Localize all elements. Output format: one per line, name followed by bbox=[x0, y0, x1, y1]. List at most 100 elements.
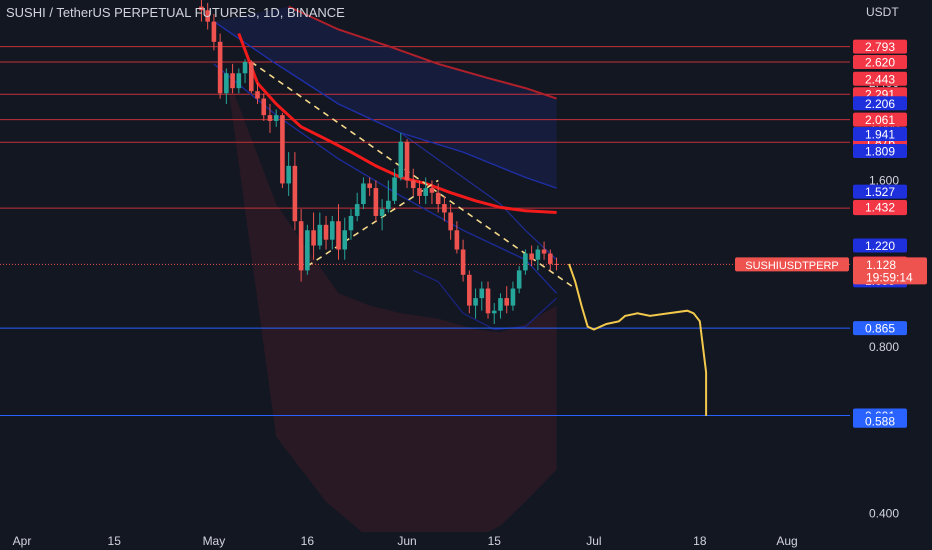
candle-body-13 bbox=[280, 115, 285, 184]
ma-red-line bbox=[237, 32, 557, 214]
candle-body-23 bbox=[342, 230, 348, 250]
candle-body-50 bbox=[510, 288, 516, 306]
price-tag-6-text: 1.220 bbox=[865, 239, 895, 253]
inner-band-line bbox=[400, 132, 558, 261]
candle-body-15 bbox=[292, 165, 298, 222]
price-tag-3-bg bbox=[853, 143, 907, 158]
level-tag-0-bg bbox=[853, 39, 907, 54]
countdown-text: 19:59:14 bbox=[866, 270, 913, 284]
candle-body-56 bbox=[548, 253, 553, 264]
candle-body-55 bbox=[541, 249, 547, 254]
symbol-tag-bg bbox=[735, 257, 849, 272]
candle-body-1 bbox=[205, 10, 210, 22]
candle-body-10 bbox=[261, 98, 267, 116]
candle-body-52 bbox=[523, 253, 528, 271]
price-tag-2-text: 1.941 bbox=[865, 128, 895, 142]
candle-body-25 bbox=[354, 204, 360, 216]
time-tick-0: Apr bbox=[13, 534, 32, 548]
price-tag-4-bg bbox=[853, 184, 907, 199]
price-tag-4-text: 1.527 bbox=[865, 185, 895, 199]
candle-body-9 bbox=[255, 91, 260, 99]
candle-body-39 bbox=[442, 204, 447, 213]
time-tick-2: May bbox=[203, 534, 226, 548]
last-price-tag-bg bbox=[853, 257, 927, 285]
price-tag-5-text: 1.432 bbox=[865, 201, 895, 215]
time-tick-3: 16 bbox=[301, 534, 315, 548]
last-price-tag-text: 1.128 bbox=[866, 258, 896, 272]
price-tick-3: 0.800 bbox=[869, 340, 899, 354]
level-tag-3-text: 2.061 bbox=[865, 113, 895, 127]
candle-body-5 bbox=[230, 73, 235, 89]
candle-body-45 bbox=[479, 288, 485, 299]
level-tag-0-text: 2.793 bbox=[865, 40, 895, 54]
candle-body-0 bbox=[199, 6, 204, 11]
candle-body-53 bbox=[529, 253, 534, 260]
price-tag-0-text: 2.443 bbox=[865, 72, 895, 86]
level-tag-6-text: 0.865 bbox=[865, 322, 895, 336]
price-tag-6-bg bbox=[853, 238, 907, 253]
price-tags: 2.7932.6202.2912.0611.8761.4260.8650.601… bbox=[735, 39, 927, 428]
candle-body-30 bbox=[386, 200, 391, 210]
price-tag-1-bg bbox=[853, 96, 907, 111]
candle-body-3 bbox=[217, 41, 223, 94]
candle-body-18 bbox=[311, 230, 316, 246]
time-tick-4: Jun bbox=[397, 534, 416, 548]
candle-body-12 bbox=[273, 115, 279, 121]
time-axis[interactable]: Apr 15 May 16 Jun 15 Jul 18 Aug bbox=[0, 532, 932, 550]
candle-body-43 bbox=[467, 274, 472, 306]
level-tag-3-bg bbox=[853, 112, 907, 127]
candle-body-19 bbox=[317, 224, 323, 246]
ma-long-line bbox=[288, 5, 557, 100]
lower-band-line bbox=[413, 269, 558, 331]
candle-body-26 bbox=[361, 183, 366, 205]
price-tag-9-text: 0.588 bbox=[865, 414, 895, 428]
chart-title: SUSHI / TetherUS PERPETUAL FUTURES, 1D, … bbox=[6, 5, 345, 20]
time-tick-8: Aug bbox=[776, 534, 797, 548]
candle-body-44 bbox=[473, 298, 478, 306]
ma-blue-line bbox=[213, 21, 557, 189]
candle-body-11 bbox=[267, 115, 273, 121]
symbol-tag-text: SUSHIUSDTPERP bbox=[745, 260, 839, 272]
currency-label: USDT bbox=[866, 5, 899, 19]
candle-body-33 bbox=[404, 141, 410, 181]
upper-band-fill bbox=[213, 6, 557, 189]
candle-body-48 bbox=[498, 298, 503, 311]
level-tag-1-text: 2.620 bbox=[865, 56, 895, 70]
candle-body-31 bbox=[392, 177, 397, 201]
level-tag-6-bg bbox=[853, 321, 907, 336]
candle-body-8 bbox=[248, 62, 254, 92]
trendline-1 bbox=[306, 179, 439, 267]
price-tag-0-bg bbox=[853, 71, 907, 86]
candle-body-32 bbox=[398, 141, 404, 178]
time-tick-6: Jul bbox=[586, 534, 601, 548]
price-tick-2: 1.600 bbox=[869, 173, 899, 187]
candle-body-28 bbox=[373, 188, 379, 216]
horizontal-levels bbox=[0, 46, 850, 417]
candle-body-17 bbox=[305, 230, 310, 271]
lower-band-fill bbox=[226, 73, 557, 550]
candle-body-20 bbox=[323, 224, 329, 240]
candle-body-38 bbox=[435, 192, 441, 205]
candle-body-36 bbox=[423, 188, 429, 196]
time-tick-7: 18 bbox=[693, 534, 707, 548]
candle-body-34 bbox=[410, 180, 416, 189]
price-tag-9-bg bbox=[853, 413, 907, 428]
candle-body-35 bbox=[417, 188, 422, 196]
candle-body-57 bbox=[554, 263, 559, 265]
price-tag-1-text: 2.206 bbox=[865, 97, 895, 111]
candle-body-40 bbox=[448, 212, 453, 231]
candle-body-24 bbox=[348, 215, 354, 231]
candlestick-series bbox=[199, 0, 559, 324]
candle-body-29 bbox=[379, 209, 385, 216]
time-axis-bg bbox=[0, 532, 932, 550]
candle-body-49 bbox=[504, 298, 510, 306]
band-layer bbox=[213, 6, 558, 550]
candle-body-4 bbox=[224, 73, 229, 94]
level-tag-1-bg bbox=[853, 55, 907, 70]
time-tick-1: 15 bbox=[108, 534, 122, 548]
candle-body-51 bbox=[516, 270, 522, 289]
candle-body-7 bbox=[242, 62, 248, 74]
candle-body-41 bbox=[454, 230, 460, 250]
projection-line bbox=[568, 263, 708, 416]
